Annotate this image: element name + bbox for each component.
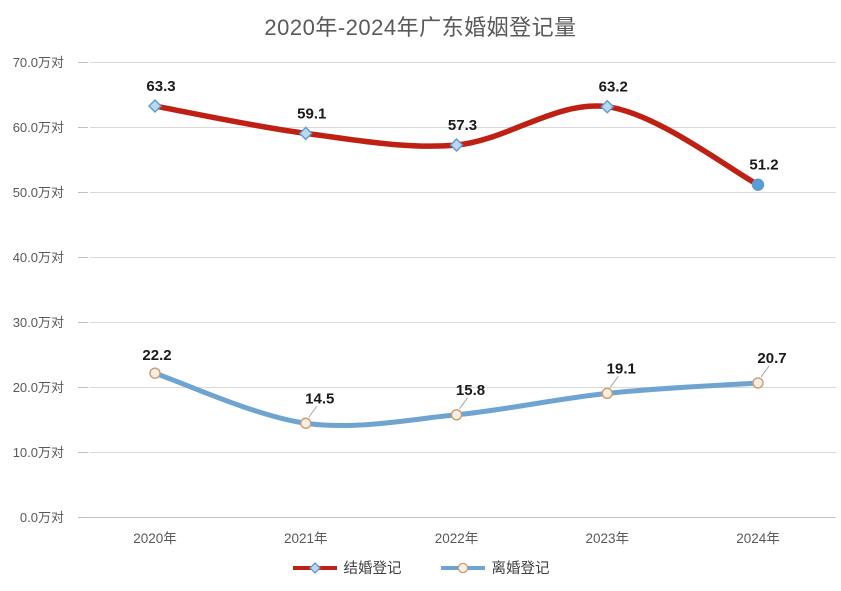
x-axis-label: 2023年 <box>585 531 629 546</box>
data-label: 63.3 <box>146 78 175 95</box>
x-axis-label: 2024年 <box>736 531 780 546</box>
data-point-marker <box>751 178 765 191</box>
divorce-series-swatch-icon <box>440 562 485 573</box>
y-axis-tick-label: 20.0万对 <box>13 380 64 395</box>
data-point-marker <box>600 99 615 114</box>
label-leader-line <box>760 365 770 378</box>
y-axis-tick-label: 10.0万对 <box>13 445 64 460</box>
label-leader-line <box>459 397 468 410</box>
y-axis-tick-label: 0.0万对 <box>20 510 64 525</box>
data-point-marker <box>450 409 463 421</box>
data-label: 57.3 <box>448 117 477 134</box>
data-point-marker <box>752 377 764 389</box>
data-label: 22.2 <box>142 347 171 364</box>
legend-label-divorce: 离婚登记 <box>491 561 550 577</box>
y-axis-tick-label: 30.0万对 <box>13 315 64 330</box>
data-point-marker <box>601 387 613 400</box>
label-leader-line <box>308 405 318 418</box>
data-point-marker <box>449 138 464 153</box>
y-axis-tick-label: 50.0万对 <box>13 185 64 200</box>
data-point-marker <box>148 99 162 114</box>
x-axis-label: 2021年 <box>284 531 328 546</box>
marriage-series-swatch-icon <box>292 561 337 574</box>
y-axis-tick-label: 60.0万对 <box>13 120 64 135</box>
data-label: 63.2 <box>599 79 628 96</box>
data-point-marker <box>298 126 313 141</box>
legend-item-marriage: 结婚登记 <box>292 557 402 578</box>
label-leader-line <box>609 376 619 388</box>
data-point-marker <box>300 417 312 429</box>
data-label: 15.8 <box>456 382 485 399</box>
x-axis-label: 2020年 <box>133 531 177 546</box>
legend-label-marriage: 结婚登记 <box>343 561 402 577</box>
x-axis-label: 2022年 <box>435 531 479 546</box>
data-label: 14.5 <box>305 390 334 407</box>
data-point-marker <box>149 367 161 379</box>
y-axis-tick-label: 40.0万对 <box>13 250 64 265</box>
data-label: 51.2 <box>749 157 778 174</box>
chart-title: 2020年-2024年广东婚姻登记量 <box>264 15 577 40</box>
y-axis-tick-label: 70.0万对 <box>13 55 64 70</box>
data-label: 59.1 <box>297 105 326 122</box>
legend-item-divorce: 离婚登记 <box>440 557 550 578</box>
data-label: 19.1 <box>607 360 636 377</box>
data-label: 20.7 <box>757 350 786 367</box>
chart-legend: 结婚登记 离婚登记 <box>0 557 841 578</box>
